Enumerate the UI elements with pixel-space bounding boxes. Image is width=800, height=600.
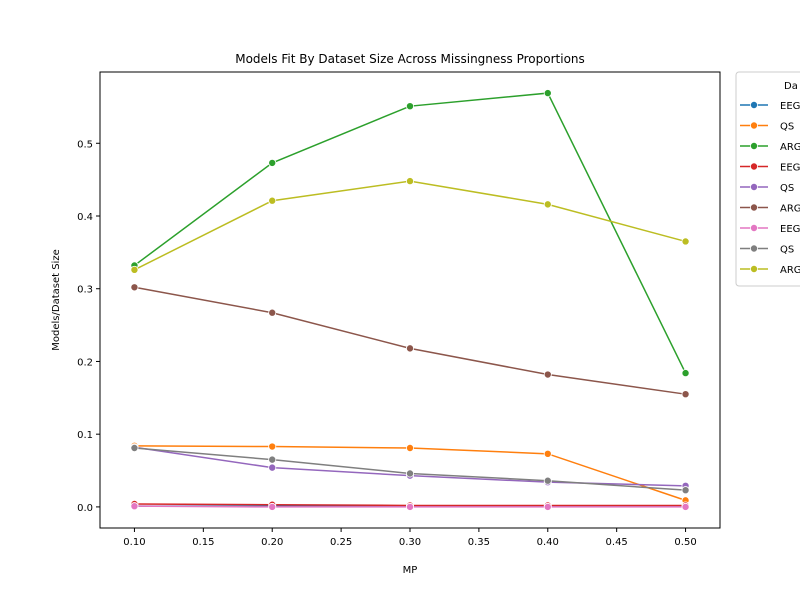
series-line xyxy=(134,286,686,395)
x-tick-label: 0.45 xyxy=(606,537,628,548)
x-tick-label: 0.15 xyxy=(192,537,214,548)
legend-label: EEG xyxy=(780,101,800,112)
legend-swatch-marker xyxy=(750,223,759,232)
data-point xyxy=(130,283,139,292)
series-3 xyxy=(130,89,690,378)
data-point xyxy=(130,443,139,452)
data-point xyxy=(681,369,690,378)
legend-item: EEG xyxy=(740,101,800,112)
y-axis-title: Models/Dataset Size xyxy=(51,249,62,350)
legend-label: QS xyxy=(780,245,794,256)
x-tick-label: 0.30 xyxy=(399,537,421,548)
x-tick-label: 0.25 xyxy=(330,537,352,548)
legend-label: ARG xyxy=(780,265,800,276)
legend-swatch-marker xyxy=(750,264,759,273)
x-axis-title: MP xyxy=(403,565,418,576)
x-tick-label: 0.50 xyxy=(674,537,696,548)
legend-item: EEG xyxy=(740,162,800,174)
legend-swatch-marker xyxy=(750,203,759,212)
series-8 xyxy=(130,443,690,495)
data-point xyxy=(130,502,139,511)
data-point xyxy=(681,237,690,246)
series-9 xyxy=(130,177,690,274)
data-point xyxy=(543,502,552,511)
series-6 xyxy=(130,283,690,399)
legend-label: ARG xyxy=(780,142,800,153)
series-line xyxy=(134,446,686,487)
series-line xyxy=(134,447,686,491)
x-axis: 0.10 0.15 0.20 0.25 0.30 0.35 0.40 0.45 0.50 xyxy=(123,528,697,548)
legend-item: QS xyxy=(740,244,794,256)
legend-label: EEG xyxy=(780,224,800,235)
series-layer xyxy=(130,89,690,511)
legend-swatch-marker xyxy=(750,244,759,253)
legend-item: ARG xyxy=(740,264,800,276)
data-point xyxy=(681,390,690,399)
y-tick-label: 0.3 xyxy=(77,285,93,296)
legend-item: QS xyxy=(740,122,794,133)
series-line xyxy=(133,92,687,374)
plot-area-frame xyxy=(99,71,721,529)
x-tick-label: 0.20 xyxy=(261,537,283,548)
legend-label: EEG xyxy=(780,163,800,174)
data-point xyxy=(268,196,277,205)
data-point xyxy=(681,486,690,495)
legend-item: ARG xyxy=(740,203,800,215)
data-point xyxy=(681,502,690,511)
legend-swatch-marker xyxy=(750,141,759,150)
y-axis: 0.0 0.1 0.2 0.3 0.4 0.5 xyxy=(77,139,100,514)
legend-label: QS xyxy=(780,183,794,194)
legend-title: Da xyxy=(784,81,798,92)
legend-item: ARG xyxy=(740,141,800,153)
y-tick-label: 0.1 xyxy=(77,430,93,441)
data-point xyxy=(130,265,139,274)
data-point xyxy=(268,455,277,464)
y-tick-label: 0.5 xyxy=(77,139,93,150)
chart-title: Models Fit By Dataset Size Across Missin… xyxy=(235,52,585,66)
legend-label: QS xyxy=(780,122,794,133)
data-point xyxy=(405,102,414,111)
legend-label: ARG xyxy=(780,204,800,215)
data-point xyxy=(543,370,552,379)
data-point xyxy=(268,308,277,317)
data-point xyxy=(405,344,414,353)
data-point xyxy=(405,469,414,478)
x-tick-label: 0.40 xyxy=(537,537,559,548)
legend-swatch-marker xyxy=(750,121,759,130)
data-point xyxy=(543,89,552,98)
legend: Da EEG QS ARG EEG QS ARG EEG QS ARG xyxy=(735,71,800,287)
legend-items: EEG QS ARG EEG QS ARG EEG QS ARG xyxy=(740,101,800,276)
legend-item: QS xyxy=(740,182,794,194)
legend-item: EEG xyxy=(740,223,800,235)
data-point xyxy=(268,463,277,472)
data-point xyxy=(405,502,414,511)
data-point xyxy=(543,200,552,209)
data-point xyxy=(268,502,277,511)
legend-swatch-marker xyxy=(750,182,759,191)
y-tick-label: 0.4 xyxy=(77,212,93,223)
x-tick-label: 0.35 xyxy=(468,537,490,548)
y-tick-label: 0.0 xyxy=(77,503,93,514)
legend-swatch-marker xyxy=(750,162,759,171)
x-tick-label: 0.10 xyxy=(123,537,145,548)
data-point xyxy=(268,442,277,451)
data-point xyxy=(405,443,414,452)
data-point xyxy=(405,177,414,186)
series-7 xyxy=(130,502,690,511)
legend-swatch-marker xyxy=(750,101,759,110)
data-point xyxy=(268,158,277,167)
data-point xyxy=(543,476,552,485)
data-point xyxy=(543,449,552,458)
y-tick-label: 0.2 xyxy=(77,357,93,368)
series-line xyxy=(134,180,686,271)
